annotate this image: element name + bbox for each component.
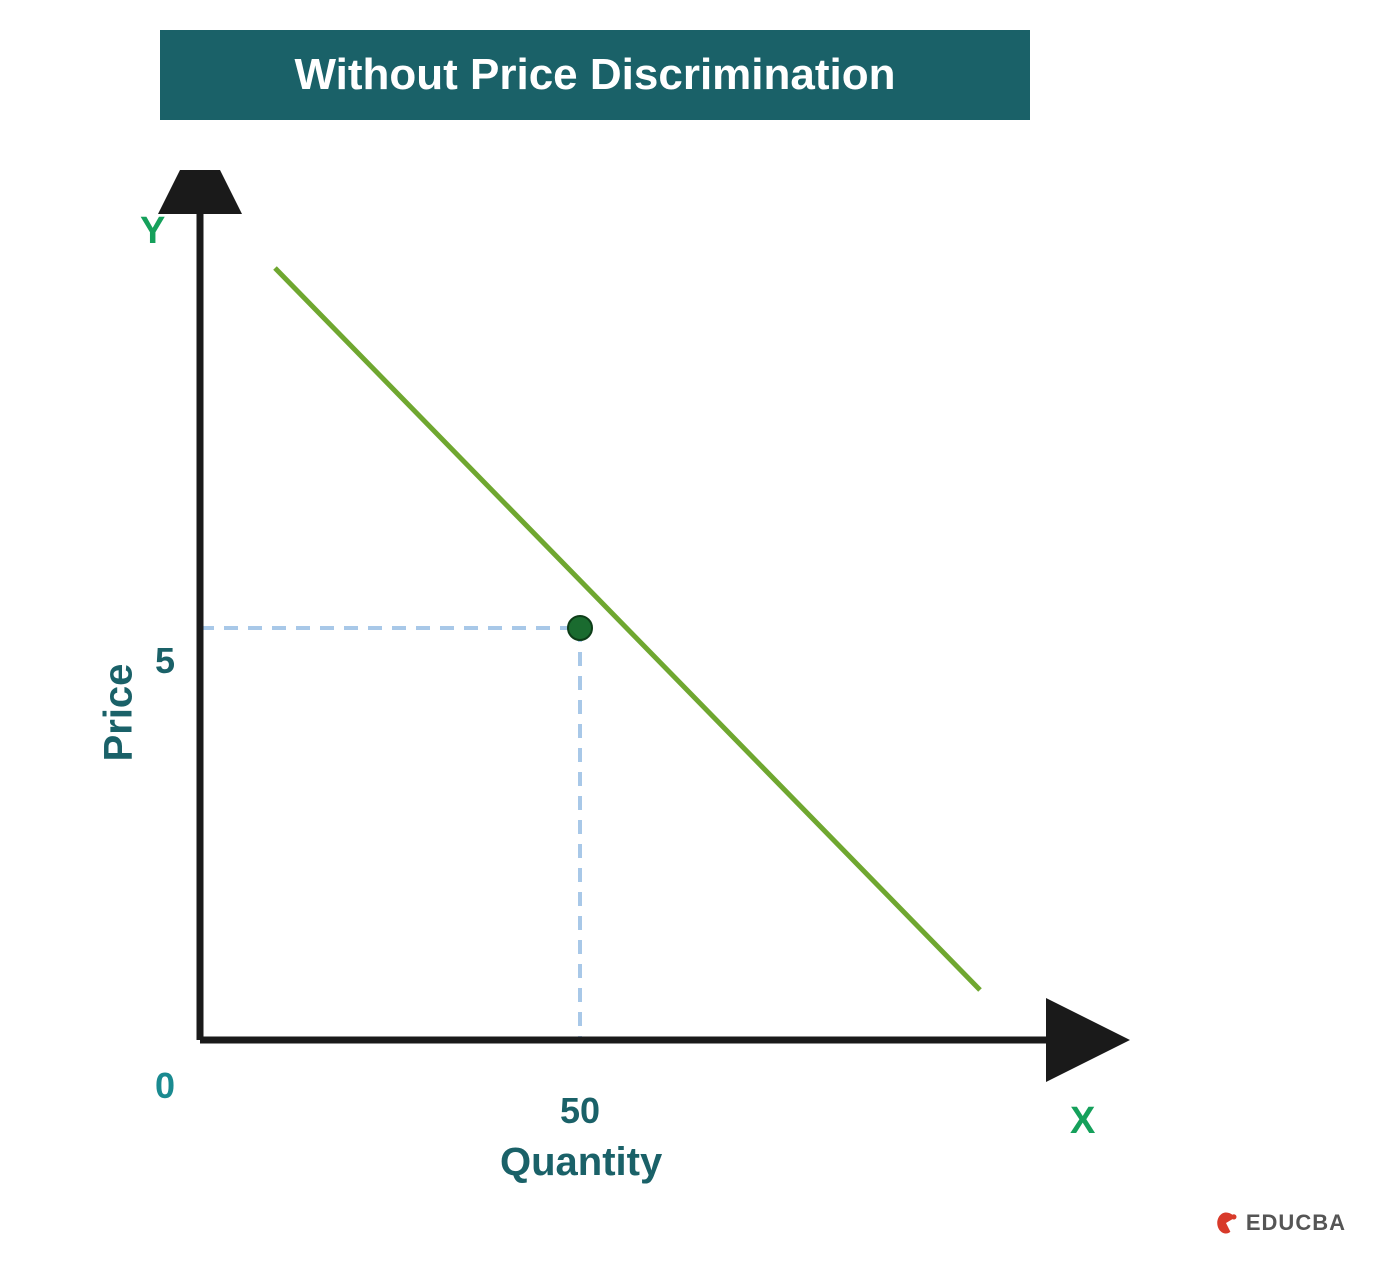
x-tick-text: 50 (560, 1090, 600, 1131)
x-axis-letter: X (1070, 1100, 1095, 1143)
y-axis-letter: Y (140, 210, 165, 253)
y-tick-5: 5 (155, 640, 175, 682)
chart-title-text: Without Price Discrimination (294, 50, 895, 100)
chart-container: Price Quantity Y X 0 5 50 (60, 170, 1160, 1175)
x-axis-label: Quantity (500, 1140, 662, 1185)
x-tick-50: 50 (560, 1090, 600, 1132)
educba-logo-icon (1212, 1209, 1240, 1237)
origin-label-text: 0 (155, 1065, 175, 1106)
watermark: EDUCBA (1212, 1209, 1346, 1237)
y-axis-label: Price (96, 664, 141, 762)
equilibrium-point (568, 616, 592, 640)
chart-title: Without Price Discrimination (160, 30, 1030, 120)
logo-dot (1231, 1214, 1236, 1219)
y-axis-label-text: Price (96, 664, 140, 762)
watermark-text: EDUCBA (1246, 1210, 1346, 1236)
chart-svg (60, 170, 1160, 1170)
y-letter-text: Y (140, 210, 165, 252)
origin-label: 0 (155, 1065, 175, 1107)
x-axis-label-text: Quantity (500, 1140, 662, 1184)
x-letter-text: X (1070, 1100, 1095, 1142)
y-tick-text: 5 (155, 640, 175, 681)
